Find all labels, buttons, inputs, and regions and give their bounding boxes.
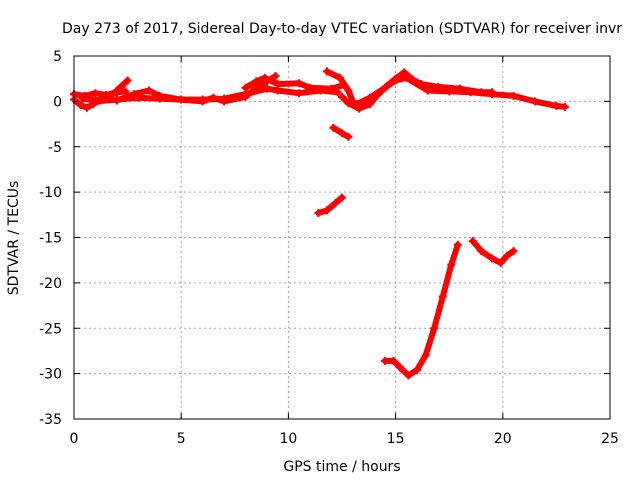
data-point	[552, 101, 561, 110]
data-point	[344, 99, 353, 108]
data-point	[241, 83, 250, 92]
data-point	[509, 91, 518, 100]
data-point	[338, 129, 346, 138]
series-arc-k	[315, 194, 345, 216]
x-tick-label: 25	[601, 431, 619, 447]
data-point	[530, 97, 539, 106]
chart-title: Day 273 of 2017, Sidereal Day-to-day VTE…	[62, 21, 622, 37]
data-point	[322, 206, 331, 215]
data-point	[389, 356, 398, 365]
data-point	[295, 89, 304, 98]
data-point	[331, 199, 340, 208]
data-point	[404, 371, 413, 380]
data-point	[423, 86, 432, 95]
data-point	[395, 363, 404, 372]
data-point	[155, 91, 164, 100]
data-point	[468, 237, 477, 246]
data-point	[91, 97, 100, 106]
data-point	[344, 132, 353, 141]
data-point	[82, 103, 91, 112]
data-point	[314, 208, 323, 217]
data-point	[503, 251, 512, 260]
data-point	[121, 87, 130, 96]
y-tick-label: -20	[39, 276, 62, 292]
data-point	[466, 88, 475, 97]
data-point	[391, 76, 400, 85]
data-point	[198, 97, 207, 106]
data-point	[488, 254, 497, 263]
x-tick-label: 15	[387, 431, 405, 447]
x-tick-label: 20	[494, 431, 512, 447]
data-point	[220, 97, 229, 106]
data-point	[123, 76, 132, 85]
data-point	[438, 292, 447, 301]
data-point	[130, 90, 139, 99]
data-point	[273, 80, 282, 89]
y-tick-label: 5	[53, 49, 62, 65]
data-point	[430, 324, 439, 333]
data-point	[402, 73, 411, 82]
y-tick-label: -5	[48, 140, 62, 156]
data-point	[241, 92, 250, 101]
y-tick-label: -25	[39, 321, 62, 337]
data-point	[496, 258, 505, 267]
data-point	[305, 83, 314, 92]
data-point	[262, 84, 271, 93]
series-arc-l	[381, 241, 461, 379]
tick-layer: 0 5 10 15 20 25 5 0 -5 -10 -15 -20 -25 -30 -35	[39, 49, 619, 447]
data-point	[112, 96, 121, 105]
y-tick-label: -30	[39, 367, 62, 383]
data-point	[338, 193, 346, 202]
data-point	[477, 247, 486, 256]
data-point	[400, 68, 409, 77]
data-point	[252, 77, 261, 86]
data-point	[453, 240, 462, 249]
data-point	[260, 73, 269, 82]
data-point	[91, 89, 100, 98]
data-point	[209, 93, 218, 102]
data-point	[380, 356, 389, 365]
data-point	[76, 101, 85, 110]
data-point	[335, 73, 344, 82]
data-point	[509, 247, 518, 256]
data-point	[445, 87, 454, 96]
data-point	[488, 90, 497, 99]
y-tick-label: -10	[39, 185, 62, 201]
data-point	[560, 102, 569, 111]
data-point	[271, 71, 280, 80]
x-tick-label: 0	[70, 431, 79, 447]
y-tick-label: -15	[39, 231, 62, 247]
series-layer	[70, 67, 569, 380]
data-point	[112, 86, 121, 95]
y-axis-label: SDTVAR / TECUs	[6, 181, 22, 296]
data-point	[365, 93, 374, 102]
data-point	[447, 260, 456, 269]
data-point	[329, 123, 338, 132]
x-tick-label: 10	[279, 431, 297, 447]
data-point	[421, 351, 430, 360]
data-point	[322, 67, 331, 76]
y-tick-label: 0	[53, 94, 62, 110]
x-axis-label: GPS time / hours	[283, 459, 400, 475]
data-point	[353, 100, 362, 109]
data-point	[327, 84, 336, 93]
data-point	[145, 86, 154, 95]
x-tick-label: 5	[177, 431, 186, 447]
data-point	[177, 95, 186, 104]
data-point	[413, 365, 422, 374]
data-point	[295, 79, 304, 88]
y-tick-label: -35	[39, 412, 62, 428]
grid-layer	[74, 56, 610, 419]
data-point	[338, 92, 346, 101]
data-point	[380, 83, 389, 92]
data-point	[344, 86, 353, 95]
data-point	[78, 94, 87, 103]
